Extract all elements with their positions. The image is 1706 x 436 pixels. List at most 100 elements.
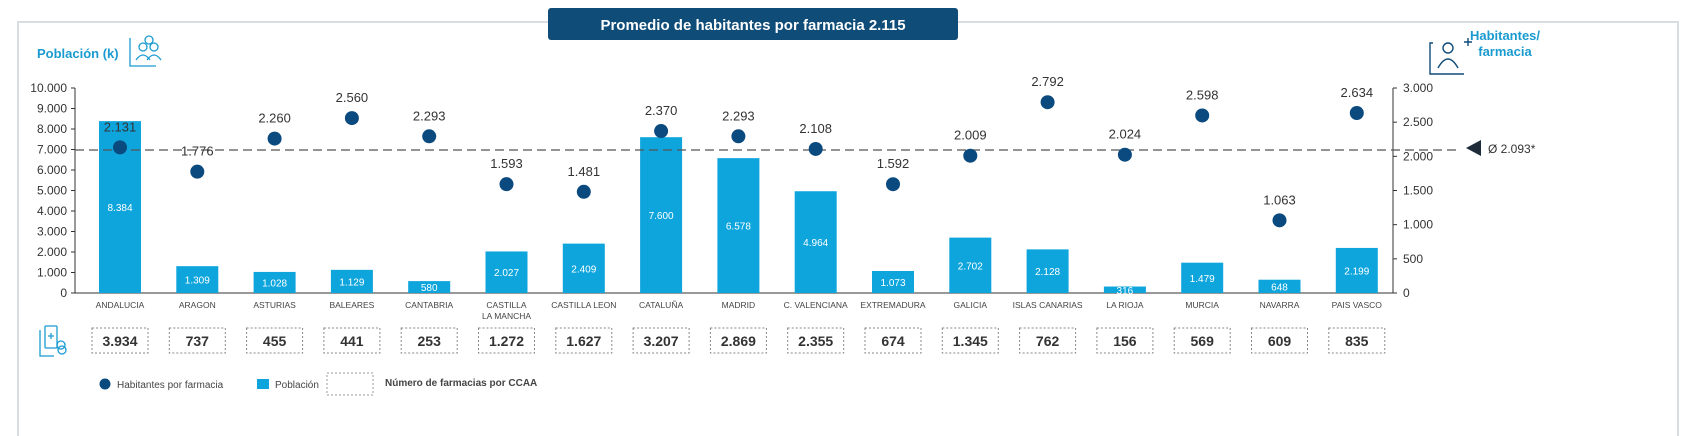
farmacias-value: 3.934 [102,333,137,349]
dot-habitantes [576,184,591,199]
left-tick-label: 3.000 [37,225,67,239]
farmacias-value: 762 [1036,333,1060,349]
category-label: CASTILLA LEON [551,300,616,310]
farmacias-value: 569 [1191,333,1215,349]
farmacias-box [246,327,304,354]
farmacias-value: 2.355 [798,333,833,349]
category-label: ISLAS CANARIAS [1013,300,1083,310]
farmacias-box [168,327,226,354]
category-label: GALICIA [954,300,988,310]
farmacias-box [478,327,535,354]
category-label: EXTREMADURA [860,300,926,310]
category-label: CATALUÑA [639,300,683,310]
legend: Habitantes por farmacia Población Número… [99,372,537,396]
dot-habitantes [963,148,978,163]
farmacias-box [864,327,922,354]
dot-habitantes [808,141,823,156]
dot-value-label: 1.481 [568,164,601,179]
dot-habitantes [344,111,359,126]
farmacias-value: 835 [1345,333,1369,349]
farmacias-box [632,327,690,354]
category-label: CASTILLA [486,300,526,310]
bar-poblacion [253,271,296,293]
right-axis-label-line1: Habitantes/ [1470,28,1540,43]
farmacias-box [1328,327,1386,354]
dot-value-label: 2.293 [413,108,446,123]
right-tick-label: 1.000 [1403,218,1433,232]
bar-poblacion [717,158,760,293]
dot-habitantes [499,177,514,192]
dot-value-label: 2.370 [645,103,678,118]
people-group-icon [129,35,162,67]
bar-value-label: 7.600 [649,211,674,222]
bar-poblacion [562,243,605,293]
bar-poblacion [949,237,992,293]
legend-dots-label: Habitantes por farmacia [117,380,224,391]
farmacias-value: 253 [418,333,442,349]
category-label: ARAGON [179,300,216,310]
bar-value-label: 1.028 [262,278,287,289]
category-label: ANDALUCIA [96,300,145,310]
bar-value-label: 2.027 [494,268,519,279]
left-tick-label: 10.000 [30,81,67,95]
farmacias-value: 2.869 [721,333,756,349]
bar-value-label: 648 [1271,282,1288,293]
right-tick-label: 2.500 [1403,115,1433,129]
bar-value-label: 6.578 [726,222,751,233]
dot-habitantes [1272,213,1287,228]
bar-poblacion [330,269,373,293]
farmacias-value: 1.627 [566,333,601,349]
title-box [548,8,958,40]
farmacias-value: 1.272 [489,333,524,349]
farmacias-box [323,327,381,354]
category-label: CANTABRIA [405,300,453,310]
farmacias-value: 609 [1268,333,1292,349]
right-tick-label: 0 [1403,286,1410,300]
dot-value-label: 2.293 [722,108,755,123]
farmacias-box [1251,327,1308,354]
bar-poblacion [1258,279,1301,293]
left-axis-label: Población (k) [37,46,119,61]
left-tick-label: 4.000 [37,204,67,218]
left-tick-label: 0 [60,286,67,300]
farmacias-box [1173,327,1231,354]
farmacias-value: 156 [1113,333,1137,349]
left-tick-label: 5.000 [37,184,67,198]
dot-value-label: 2.634 [1341,85,1374,100]
category-label: C. VALENCIANA [784,300,848,310]
category-label: LA RIOJA [1106,300,1144,310]
legend-boxes-label: Número de farmacias por CCAA [385,378,537,389]
farmacias-box [1019,327,1077,354]
legend-bars-label: Población [275,380,319,391]
bar-poblacion [1181,262,1224,293]
bar-poblacion [794,191,837,293]
bar-value-label: 8.384 [107,203,132,214]
farmacias-value: 441 [340,333,364,349]
category-label: BALEARES [329,300,374,310]
dot-habitantes [1349,106,1364,121]
dot-value-label: 2.024 [1109,127,1142,142]
farmacias-value: 674 [881,333,905,349]
dot-habitantes [1040,95,1055,110]
dot-value-label: 2.560 [336,90,369,105]
bar-poblacion [1335,247,1378,293]
farmacias-value: 3.207 [644,333,679,349]
left-tick-label: 7.000 [37,143,67,157]
category-label: PAIS VASCO [1332,300,1383,310]
legend-bar-icon [257,379,269,389]
category-label: MADRID [722,300,756,310]
dot-habitantes [113,140,127,155]
bar-value-label: 2.409 [571,264,596,275]
bar-value-label: 4.964 [803,238,828,249]
bar-value-label: 2.702 [958,261,983,272]
right-tick-label: 1.500 [1403,184,1433,198]
average-label: Ø 2.093* [1488,142,1536,156]
bar-poblacion [1103,286,1146,293]
bar-value-label: 2.199 [1344,266,1369,277]
left-tick-label: 6.000 [37,163,67,177]
bar-value-label: 580 [421,283,438,294]
farmacias-box [400,327,458,354]
bar-poblacion [408,281,451,293]
farmacias-box [91,327,149,354]
